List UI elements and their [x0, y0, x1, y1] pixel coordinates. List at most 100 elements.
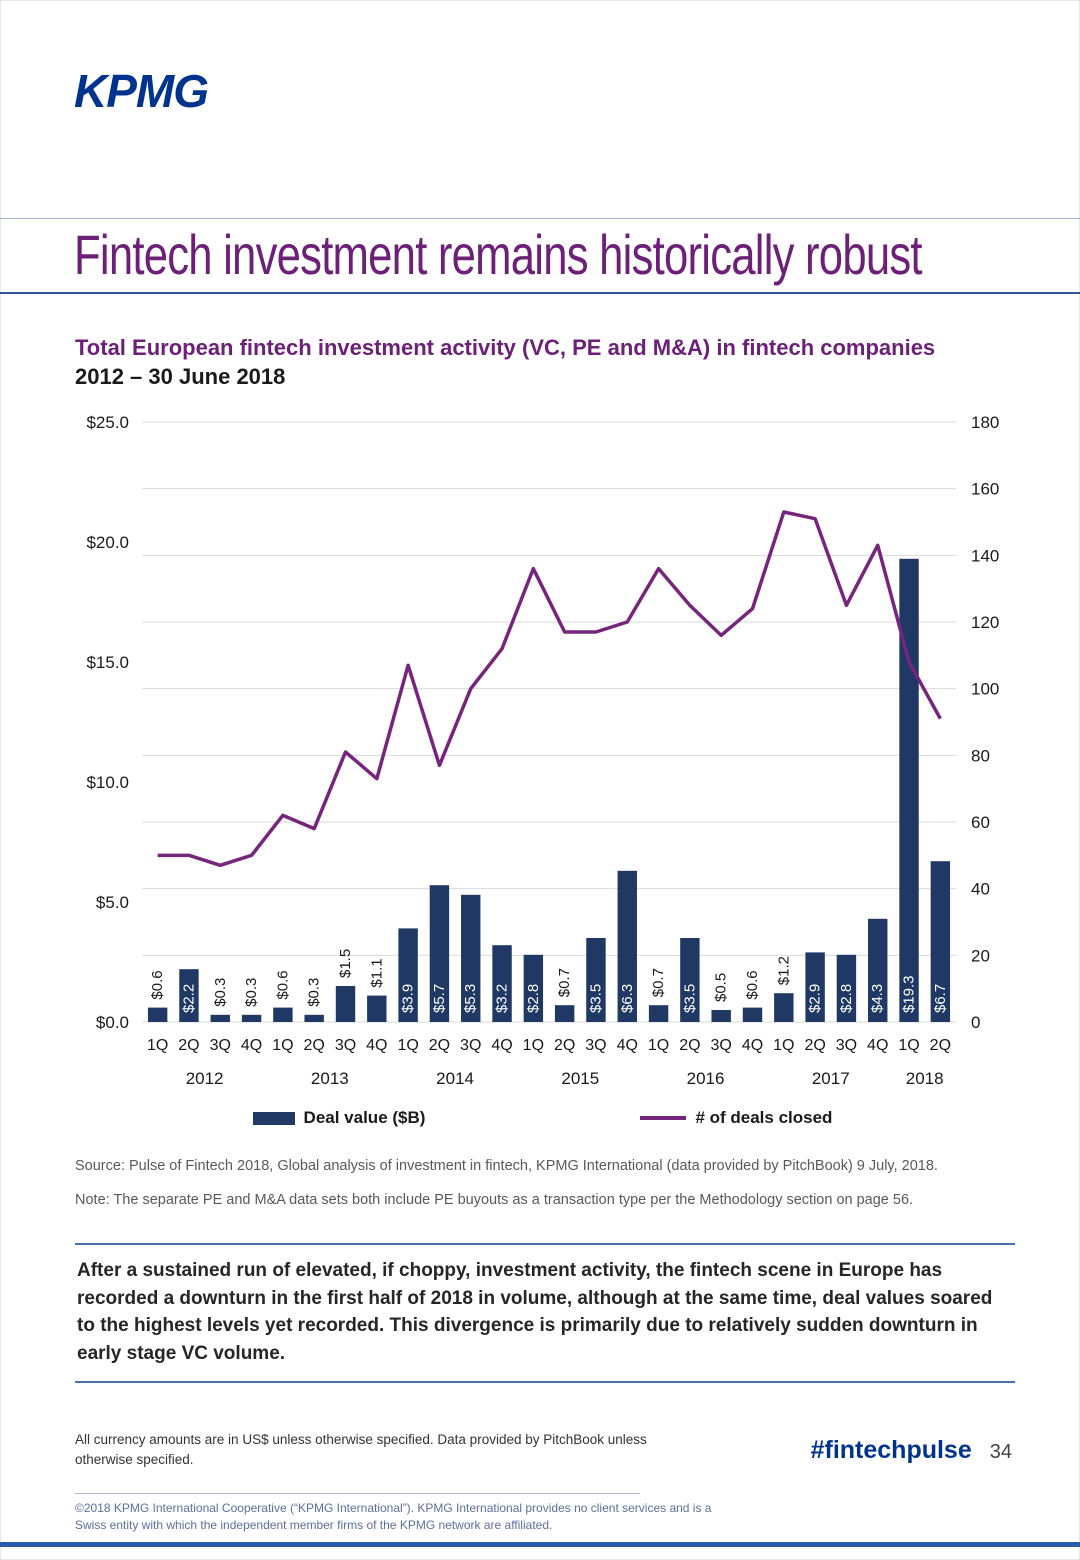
- quarter-label: 1Q: [773, 1037, 794, 1054]
- legend-item-deal-value: Deal value ($B): [252, 1108, 426, 1128]
- top-divider-line: [0, 218, 1080, 219]
- quarter-label: 4Q: [742, 1037, 763, 1054]
- footer-right: #fintechpulse 34: [811, 1436, 1012, 1465]
- quarter-label: 4Q: [867, 1037, 888, 1054]
- deal-value-bar: [461, 894, 481, 1022]
- left-axis-label: $15.0: [86, 653, 129, 672]
- deal-value-bar: [742, 1007, 763, 1022]
- quarter-label: 2Q: [804, 1037, 825, 1054]
- bar-value-label: $0.5: [713, 973, 730, 1002]
- quarter-label: 4Q: [241, 1037, 262, 1054]
- bar-value-label: $5.3: [462, 984, 479, 1013]
- bar-value-label: $6.3: [619, 984, 636, 1013]
- quarter-label: 1Q: [523, 1037, 544, 1054]
- deal-value-bar: [429, 885, 450, 1022]
- bar-value-label: $1.2: [775, 956, 792, 985]
- bar-value-label: $3.5: [587, 984, 604, 1013]
- legend-item-deals-closed: # of deals closed: [640, 1108, 832, 1128]
- bar-value-label: $2.8: [838, 984, 855, 1013]
- chart-title: Total European fintech investment activi…: [75, 335, 936, 360]
- legend-label-deals-closed: # of deals closed: [695, 1108, 833, 1127]
- commentary-text: After a sustained run of elevated, if ch…: [75, 1243, 1015, 1384]
- left-axis-label: $5.0: [96, 893, 129, 912]
- bar-value-label: $5.7: [431, 984, 448, 1013]
- quarter-label: 4Q: [366, 1037, 387, 1054]
- copyright-divider-line: [75, 1493, 640, 1494]
- title-divider-line: [0, 292, 1080, 294]
- quarter-label: 3Q: [460, 1037, 481, 1054]
- bar-value-label: $2.2: [180, 984, 197, 1013]
- bar-value-label: $1.1: [368, 958, 385, 987]
- bar-value-label: $3.9: [400, 984, 417, 1013]
- deal-value-bar: [179, 969, 199, 1022]
- right-axis-label: 140: [971, 546, 999, 565]
- year-label: 2015: [561, 1069, 599, 1088]
- quarter-label: 3Q: [711, 1037, 732, 1054]
- year-label: 2016: [687, 1069, 725, 1088]
- quarter-label: 2Q: [930, 1037, 951, 1054]
- deal-value-bar: [367, 995, 387, 1022]
- year-label: 2012: [186, 1069, 224, 1088]
- kpmg-logo: KPMG: [74, 65, 209, 117]
- fintechpulse-hashtag: #fintechpulse: [810, 1436, 972, 1464]
- right-axis-label: 80: [971, 746, 990, 765]
- deal-value-bar: [836, 954, 857, 1022]
- deal-value-bar: [241, 1014, 262, 1022]
- year-label: 2013: [311, 1069, 349, 1088]
- quarter-label: 1Q: [648, 1037, 669, 1054]
- bar-value-label: $0.6: [744, 970, 761, 999]
- right-axis-label: 180: [971, 413, 999, 432]
- deal-value-bar: [335, 986, 356, 1022]
- quarter-label: 3Q: [335, 1037, 356, 1054]
- bar-value-label: $1.5: [337, 949, 354, 978]
- chart-heading: Total European fintech investment activi…: [75, 334, 1020, 391]
- legend-line-swatch: [640, 1116, 687, 1120]
- bar-value-label: $0.3: [243, 978, 260, 1007]
- deal-value-bar: [648, 1005, 669, 1022]
- quarter-label: 2Q: [178, 1037, 199, 1054]
- deal-value-bar: [774, 993, 794, 1022]
- bar-value-label: $19.3: [901, 975, 918, 1013]
- deal-value-bar: [304, 1014, 324, 1022]
- right-axis-label: 120: [971, 613, 999, 632]
- deal-value-bar: [930, 861, 951, 1022]
- deal-value-bar: [398, 928, 418, 1022]
- bar-value-label: $3.5: [681, 984, 698, 1013]
- deal-value-bar: [273, 1007, 293, 1022]
- deal-value-bar: [586, 938, 606, 1022]
- copyright-text: ©2018 KPMG International Cooperative (“K…: [75, 1501, 712, 1533]
- year-label: 2017: [812, 1069, 850, 1088]
- left-axis-label: $0.0: [96, 1013, 129, 1032]
- legend-label-deal-value: Deal value ($B): [303, 1108, 426, 1127]
- right-axis-label: 60: [971, 813, 990, 832]
- left-axis-label: $20.0: [86, 533, 129, 552]
- bar-value-label: $6.7: [932, 984, 949, 1013]
- bar-value-label: $3.2: [494, 984, 511, 1013]
- right-axis-label: 40: [971, 880, 990, 899]
- quarter-label: 3Q: [585, 1037, 606, 1054]
- right-axis-label: 0: [971, 1013, 980, 1032]
- right-axis-label: 20: [971, 946, 990, 965]
- source-note: Source: Pulse of Fintech 2018, Global an…: [75, 1158, 938, 1174]
- bar-value-label: $0.3: [306, 978, 323, 1007]
- bar-value-label: $0.3: [212, 978, 229, 1007]
- deal-value-bar: [523, 954, 544, 1022]
- deal-value-bar: [554, 1005, 575, 1022]
- legend-bar-swatch: [252, 1111, 295, 1125]
- deal-value-bar: [147, 1007, 168, 1022]
- bar-value-label: $0.7: [556, 968, 573, 997]
- quarter-label: 1Q: [147, 1037, 168, 1054]
- deal-value-bar: [617, 870, 637, 1022]
- right-axis-label: 100: [971, 680, 999, 699]
- deal-value-bar: [680, 938, 700, 1022]
- quarter-label: 2Q: [304, 1037, 325, 1054]
- deal-value-bar: [711, 1010, 731, 1022]
- page-title: Fintech investment remains historically …: [74, 223, 923, 286]
- quarter-label: 2Q: [554, 1037, 575, 1054]
- year-label: 2018: [906, 1069, 944, 1088]
- deal-value-bar: [805, 952, 825, 1022]
- quarter-label: 3Q: [210, 1037, 231, 1054]
- deal-value-bar: [210, 1014, 230, 1022]
- bottom-accent-bar: [0, 1542, 1080, 1547]
